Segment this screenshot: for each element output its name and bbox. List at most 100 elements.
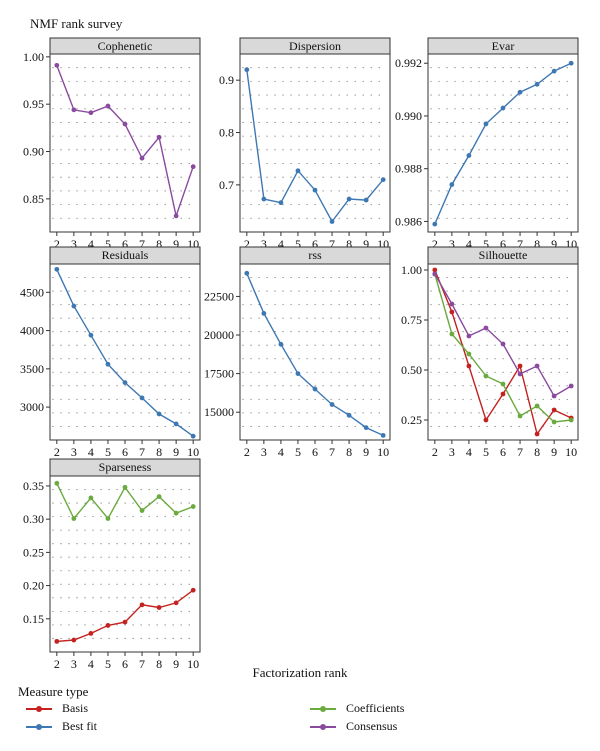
legend-item-consensus: Consensus <box>310 719 397 734</box>
strip-title-silhouette: Silhouette <box>479 248 528 262</box>
legend: Measure type Basis Best fit Coefficients… <box>18 684 588 744</box>
data-point <box>244 270 250 276</box>
x-tick-label-evar: 4 <box>466 237 472 251</box>
y-tick-label-rss: 20000 <box>204 328 234 342</box>
x-tick-label-dispersion: 6 <box>312 237 318 251</box>
panel-residuals: Residuals 3000 3500 4000 4500 2 3 4 5 6 7 8 9 10 <box>20 246 201 459</box>
data-point <box>139 508 145 513</box>
data-point <box>190 164 196 170</box>
data-point <box>466 363 472 369</box>
x-tick-label-cophenetic: 9 <box>173 237 179 251</box>
x-tick-label-rss: 8 <box>346 445 352 459</box>
grid-rss <box>242 276 388 428</box>
data-point <box>534 81 540 87</box>
y-tick-label-sparseness: 0.30 <box>23 512 44 526</box>
data-point <box>483 325 489 331</box>
data-point <box>244 67 250 73</box>
legend-label-basis: Basis <box>62 701 89 715</box>
data-point <box>139 602 145 608</box>
y-tick-label-residuals: 3000 <box>20 400 44 414</box>
data-point <box>190 587 196 593</box>
data-point <box>346 196 352 202</box>
x-axis-title: Factorization rank <box>252 665 348 680</box>
x-tick-label-cophenetic: 7 <box>139 237 145 251</box>
series-silhouette-consensus <box>432 271 574 399</box>
series-residuals-best-fit <box>54 266 196 439</box>
y-tick-label-evar: 0.992 <box>395 56 422 70</box>
data-point <box>483 417 489 423</box>
y-tick-label-silhouette: 0.75 <box>401 313 422 327</box>
data-point <box>278 200 284 206</box>
series-rss-best-fit <box>244 270 386 438</box>
y-tick-label-silhouette: 0.25 <box>401 413 422 427</box>
data-point <box>139 395 145 401</box>
y-tick-label-rss: 17500 <box>204 367 234 381</box>
data-point <box>173 421 179 427</box>
strip-title-dispersion: Dispersion <box>289 39 341 53</box>
data-point <box>105 623 111 628</box>
x-tick-label-dispersion: 2 <box>244 237 250 251</box>
x-tick-label-residuals: 10 <box>187 445 199 459</box>
data-point <box>346 412 352 418</box>
data-point <box>139 155 145 161</box>
x-tick-label-evar: 6 <box>500 237 506 251</box>
legend-item-best-fit: Best fit <box>26 719 97 734</box>
data-point <box>551 68 557 74</box>
plot-area-sparseness <box>49 475 201 653</box>
data-point <box>517 363 523 369</box>
y-tick-label-residuals: 3500 <box>20 362 44 376</box>
data-point <box>54 638 60 644</box>
x-tick-label-sparseness: 3 <box>71 657 77 671</box>
x-tick-label-evar: 9 <box>551 237 557 251</box>
series-silhouette-basis <box>432 267 574 437</box>
legend-item-coefficients: Coefficients <box>310 701 404 716</box>
data-point <box>432 221 438 227</box>
data-point <box>449 301 455 307</box>
legend-label-consensus: Consensus <box>346 719 398 733</box>
x-tick-label-silhouette: 4 <box>466 445 472 459</box>
data-point <box>88 332 94 338</box>
y-tick-label-sparseness: 0.25 <box>23 545 44 559</box>
y-tick-label-cophenetic: 0.85 <box>23 192 44 206</box>
y-tick-label-residuals: 4500 <box>20 285 44 299</box>
y-tick-label-rss: 15000 <box>204 405 234 419</box>
data-point <box>122 380 128 386</box>
x-tick-label-residuals: 8 <box>156 445 162 459</box>
data-point <box>54 62 60 68</box>
x-tick-label-silhouette: 8 <box>534 445 540 459</box>
data-point <box>261 311 267 316</box>
data-point <box>88 110 94 116</box>
legend-label-coefficients: Coefficients <box>346 701 405 715</box>
legend-title: Measure type <box>18 684 89 699</box>
x-tick-label-sparseness: 6 <box>122 657 128 671</box>
y-tick-label-cophenetic: 1.00 <box>23 50 44 64</box>
data-point <box>71 107 77 113</box>
data-point <box>500 105 506 111</box>
data-point <box>551 419 557 425</box>
data-point <box>551 393 557 399</box>
x-tick-label-evar: 2 <box>432 237 438 251</box>
x-tick-label-sparseness: 2 <box>54 657 60 671</box>
x-tick-label-evar: 7 <box>517 237 523 251</box>
x-tick-label-dispersion: 7 <box>329 237 335 251</box>
data-point <box>122 121 128 127</box>
x-tick-label-dispersion: 3 <box>261 237 267 251</box>
plot-area-cophenetic <box>49 53 201 233</box>
data-point <box>329 219 335 224</box>
legend-key-coefficients <box>310 704 336 714</box>
x-tick-label-rss: 5 <box>295 445 301 459</box>
data-point <box>363 425 369 431</box>
figure-title: NMF rank survey <box>30 16 123 31</box>
y-tick-label-sparseness: 0.15 <box>23 612 44 626</box>
x-tick-label-evar: 8 <box>534 237 540 251</box>
legend-label-best-fit: Best fit <box>62 719 97 733</box>
y-tick-label-dispersion: 0.8 <box>219 126 234 140</box>
y-tick-label-dispersion: 0.9 <box>219 73 234 87</box>
legend-key-best-fit <box>26 722 52 732</box>
data-point <box>500 391 506 397</box>
x-tick-label-cophenetic: 3 <box>71 237 77 251</box>
data-point <box>156 494 162 499</box>
data-point <box>432 271 438 277</box>
data-point <box>500 381 506 387</box>
data-point <box>568 383 574 389</box>
